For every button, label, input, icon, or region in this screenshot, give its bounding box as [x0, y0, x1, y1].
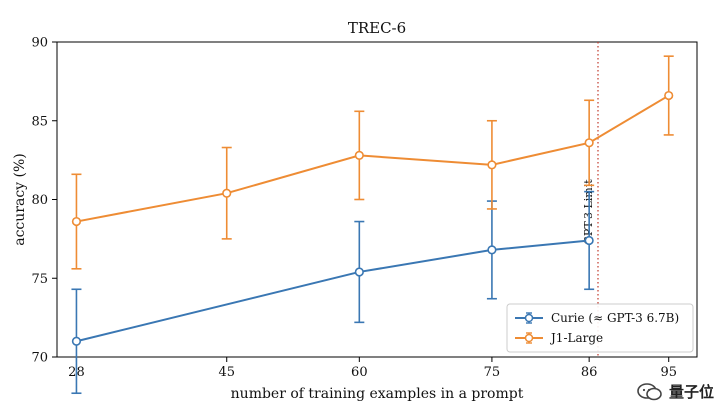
data-point	[487, 160, 497, 170]
data-point	[354, 150, 364, 160]
data-point	[222, 188, 232, 198]
x-tick-label: 45	[218, 365, 235, 380]
series-0	[71, 190, 595, 395]
legend-label: Curie (≈ GPT-3 6.7B)	[551, 311, 679, 325]
x-tick-label: 86	[581, 365, 598, 380]
wechat-icon	[637, 382, 662, 400]
x-axis-label: number of training examples in a prompt	[231, 386, 524, 402]
y-tick-label: 75	[31, 272, 48, 287]
x-tick-label: 60	[351, 365, 368, 380]
data-point	[71, 336, 82, 346]
data-point	[354, 267, 364, 277]
legend-item-1: J1-Large	[515, 331, 603, 345]
x-tick-label: 75	[484, 365, 501, 380]
series-line	[76, 239, 590, 343]
data-point	[584, 138, 594, 148]
y-tick-label: 80	[31, 193, 48, 208]
series-line	[76, 94, 670, 223]
watermark: 量子位	[637, 381, 714, 402]
data-point	[487, 245, 497, 255]
data-point	[664, 90, 674, 101]
legend: Curie (≈ GPT-3 6.7B) J1-Large	[506, 303, 694, 353]
legend-item-0: Curie (≈ GPT-3 6.7B)	[515, 311, 679, 325]
data-point	[71, 216, 82, 227]
data-point	[584, 235, 594, 246]
watermark-text: 量子位	[668, 383, 714, 401]
legend-box	[506, 303, 694, 353]
x-tick-label: 95	[660, 365, 677, 380]
y-axis-label: accuracy (%)	[12, 153, 28, 246]
legend-marker	[524, 333, 534, 343]
y-tick-label: 90	[31, 36, 48, 51]
legend-marker	[524, 313, 534, 323]
chart-title: TREC-6	[348, 19, 406, 37]
y-tick-label: 85	[31, 114, 48, 129]
legend-label: J1-Large	[549, 331, 603, 345]
series-1	[71, 55, 674, 270]
y-tick-label: 70	[31, 351, 48, 366]
